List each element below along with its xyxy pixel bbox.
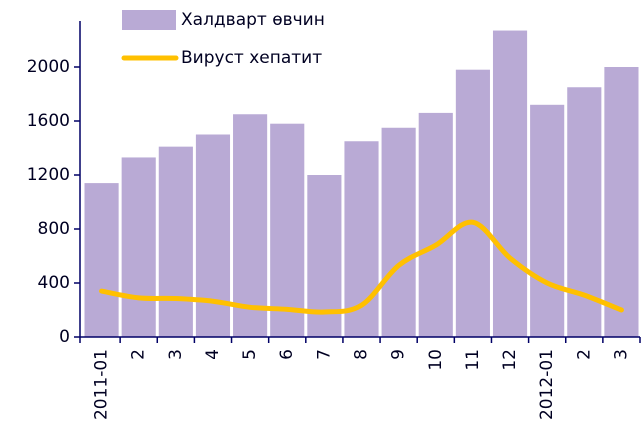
x-tick-label: 10 (426, 349, 446, 371)
bar (158, 146, 193, 337)
bar (233, 114, 268, 337)
legend-swatch (122, 10, 176, 30)
bar (381, 127, 416, 337)
bar (604, 67, 639, 337)
bar (195, 134, 231, 337)
bar (84, 183, 119, 337)
y-tick-label: 1200 (27, 165, 70, 185)
legend-label: Вируст хепатит (181, 48, 322, 68)
bar (121, 157, 156, 337)
x-tick-label: 11 (463, 349, 483, 371)
bar (530, 104, 565, 337)
x-tick-label: 5 (240, 349, 260, 360)
x-tick-label: 8 (352, 349, 372, 360)
y-tick-label: 2000 (27, 57, 70, 77)
bar (492, 30, 528, 338)
y-tick-label: 0 (59, 327, 70, 347)
bar (418, 112, 453, 338)
x-tick-label: 6 (277, 349, 297, 360)
y-tick-label: 400 (38, 273, 70, 293)
x-tick-label: 9 (389, 349, 409, 360)
x-tick-label: 2 (129, 349, 149, 360)
bar (270, 123, 305, 337)
x-tick-label: 3 (166, 349, 186, 360)
y-tick-label: 1600 (27, 111, 70, 131)
x-tick-label: 3 (611, 349, 631, 360)
bar (455, 69, 490, 337)
legend-label: Халдварт өвчин (181, 10, 325, 30)
x-tick-label: 2 (574, 349, 594, 360)
y-tick-label: 800 (38, 219, 70, 239)
x-tick-label: 7 (314, 349, 334, 360)
x-tick-label: 2011-01 (92, 349, 112, 420)
x-tick-label: 2012-01 (537, 349, 557, 420)
line (99, 219, 624, 315)
x-tick-label: 12 (500, 349, 520, 371)
x-tick-label: 4 (203, 349, 223, 360)
